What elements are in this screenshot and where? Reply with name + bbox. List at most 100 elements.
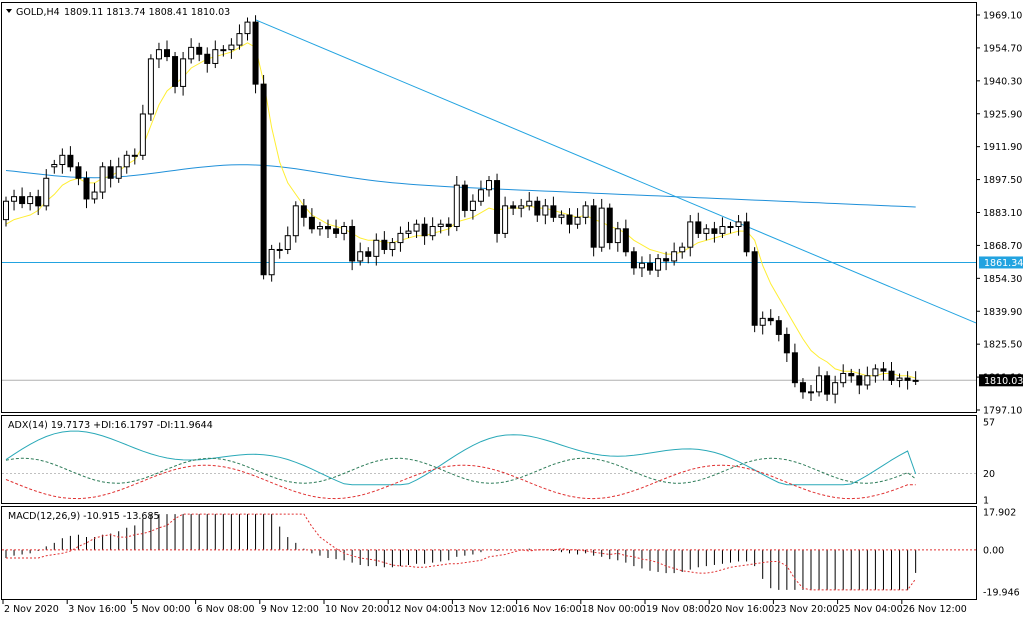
candle[interactable]: [824, 371, 831, 402]
candle[interactable]: [357, 242, 364, 266]
candle[interactable]: [703, 224, 710, 241]
candle[interactable]: [204, 47, 211, 73]
candle[interactable]: [244, 17, 251, 41]
candle[interactable]: [518, 198, 525, 218]
candle[interactable]: [341, 221, 348, 241]
candle[interactable]: [381, 231, 388, 255]
candle[interactable]: [735, 215, 742, 236]
candle[interactable]: [333, 219, 340, 238]
candle[interactable]: [856, 368, 863, 395]
candle[interactable]: [695, 212, 702, 238]
candle[interactable]: [582, 201, 589, 225]
candle[interactable]: [180, 51, 187, 96]
adx-panel[interactable]: [1, 415, 977, 504]
candle[interactable]: [308, 208, 315, 234]
candle[interactable]: [268, 244, 275, 282]
candle[interactable]: [558, 210, 565, 225]
candle[interactable]: [614, 221, 621, 252]
candle[interactable]: [421, 217, 428, 245]
candle[interactable]: [11, 189, 18, 211]
candle[interactable]: [228, 38, 235, 59]
candle[interactable]: [389, 237, 396, 257]
candle[interactable]: [630, 247, 637, 275]
candle[interactable]: [542, 198, 549, 225]
candle[interactable]: [888, 362, 895, 385]
candle[interactable]: [679, 242, 686, 259]
trendline[interactable]: [255, 19, 977, 324]
candle[interactable]: [687, 215, 694, 257]
candle[interactable]: [638, 256, 645, 278]
candle[interactable]: [816, 366, 823, 397]
candle[interactable]: [115, 157, 122, 183]
candle[interactable]: [27, 192, 34, 211]
candle[interactable]: [413, 219, 420, 238]
candle[interactable]: [719, 217, 726, 238]
candle[interactable]: [469, 194, 476, 220]
candle[interactable]: [832, 375, 839, 404]
candle[interactable]: [799, 378, 806, 399]
candle[interactable]: [453, 175, 460, 232]
candle[interactable]: [19, 187, 26, 209]
candle[interactable]: [872, 364, 879, 383]
macd-panel[interactable]: [1, 506, 977, 600]
candle[interactable]: [260, 74, 267, 280]
candle[interactable]: [751, 247, 758, 333]
candle[interactable]: [131, 148, 138, 165]
candle[interactable]: [429, 217, 436, 241]
candle[interactable]: [325, 219, 331, 238]
candle[interactable]: [767, 309, 774, 326]
candle[interactable]: [534, 196, 541, 222]
candle[interactable]: [791, 343, 798, 388]
candle[interactable]: [292, 201, 299, 243]
main-price-panel[interactable]: [1, 2, 977, 413]
candle[interactable]: [622, 219, 629, 257]
candle[interactable]: [663, 251, 670, 271]
candle[interactable]: [896, 373, 903, 388]
candle[interactable]: [783, 327, 790, 363]
candle[interactable]: [510, 201, 517, 216]
candle[interactable]: [99, 162, 106, 199]
candle[interactable]: [671, 242, 678, 266]
candle[interactable]: [405, 221, 412, 238]
candle[interactable]: [75, 162, 82, 186]
candle[interactable]: [59, 148, 66, 174]
candle[interactable]: [123, 150, 130, 174]
candle[interactable]: [477, 180, 484, 206]
candle[interactable]: [43, 169, 50, 211]
candle[interactable]: [759, 311, 766, 335]
candle[interactable]: [188, 38, 195, 64]
candle[interactable]: [461, 180, 468, 218]
candle[interactable]: [67, 146, 74, 172]
candle[interactable]: [397, 226, 404, 252]
candle[interactable]: [647, 254, 653, 275]
candle[interactable]: [35, 189, 42, 216]
candle[interactable]: [83, 171, 90, 209]
candle[interactable]: [437, 219, 444, 234]
candle[interactable]: [252, 15, 259, 94]
candle[interactable]: [276, 242, 283, 259]
candle[interactable]: [904, 371, 911, 390]
candle[interactable]: [236, 24, 243, 50]
candle[interactable]: [574, 208, 581, 229]
triangle-down-icon[interactable]: [6, 9, 12, 13]
candle[interactable]: [284, 226, 291, 255]
candle[interactable]: [212, 40, 219, 69]
candle[interactable]: [139, 104, 146, 160]
candle[interactable]: [743, 212, 750, 257]
candle[interactable]: [147, 54, 154, 121]
candle[interactable]: [445, 217, 452, 236]
candle[interactable]: [349, 219, 356, 271]
candle[interactable]: [526, 192, 533, 211]
candle[interactable]: [848, 368, 855, 383]
candle[interactable]: [880, 362, 887, 381]
candle[interactable]: [164, 40, 170, 62]
candle[interactable]: [300, 198, 307, 227]
candle[interactable]: [316, 221, 323, 236]
candle[interactable]: [494, 173, 501, 243]
candle[interactable]: [373, 233, 380, 266]
candle[interactable]: [365, 247, 372, 264]
candle[interactable]: [220, 45, 227, 57]
candle[interactable]: [590, 198, 597, 257]
candle[interactable]: [606, 203, 613, 250]
